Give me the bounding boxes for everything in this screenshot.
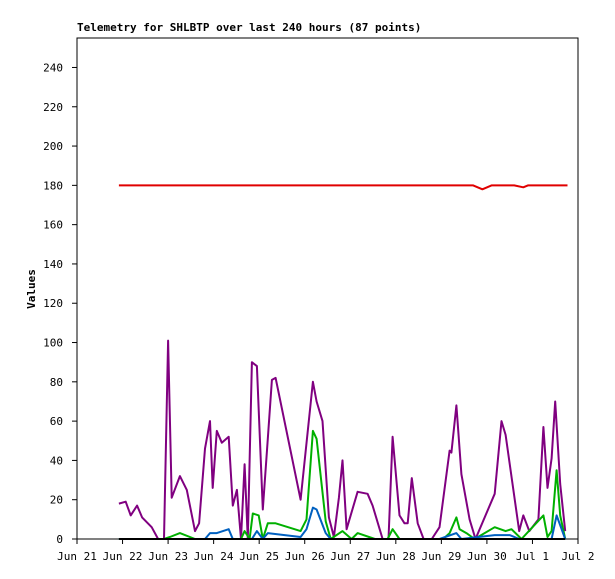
x-tick-label: Jun 22 — [103, 550, 143, 563]
y-tick-label: 20 — [50, 494, 63, 507]
y-tick-label: 240 — [43, 61, 63, 74]
series-line — [118, 429, 567, 540]
x-tick-label: Jun 21 — [57, 550, 97, 563]
y-axis-label: Values — [25, 269, 38, 309]
series-line — [118, 184, 568, 191]
y-tick-label: 100 — [43, 337, 63, 350]
y-tick-label: 160 — [43, 219, 63, 232]
x-tick-label: Jun 24 — [194, 550, 234, 563]
x-tick-label: Jun 23 — [148, 550, 188, 563]
x-tick-label: Jun 26 — [285, 550, 325, 563]
x-tick-label: Jun 25 — [239, 550, 279, 563]
y-tick-label: 220 — [43, 101, 63, 114]
x-tick-label: Jun 27 — [330, 550, 370, 563]
y-tick-label: 180 — [43, 179, 63, 192]
x-tick-label: Jun 28 — [376, 550, 416, 563]
x-tick-label: Jun 29 — [421, 550, 461, 563]
chart-title: Telemetry for SHLBTP over last 240 hours… — [77, 21, 421, 34]
series-line — [118, 339, 567, 540]
y-tick-label: 120 — [43, 297, 63, 310]
y-tick-label: 0 — [56, 533, 63, 546]
y-tick-label: 80 — [50, 376, 63, 389]
y-tick-label: 40 — [50, 454, 63, 467]
plot-frame — [76, 37, 579, 540]
x-tick-label: Jun 30 — [467, 550, 507, 563]
y-tick-label: 200 — [43, 140, 63, 153]
y-tick-label: 60 — [50, 415, 63, 428]
x-tick-label: Jul 2 — [561, 550, 594, 563]
y-tick-label: 140 — [43, 258, 63, 271]
x-tick-label: Jul 1 — [516, 550, 549, 563]
series-line — [118, 506, 567, 540]
